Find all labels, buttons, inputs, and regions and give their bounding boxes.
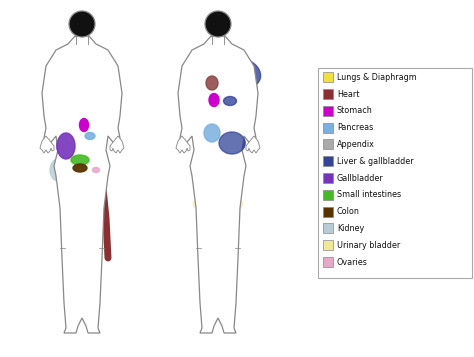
Text: Pancreas: Pancreas (337, 123, 373, 132)
Ellipse shape (204, 124, 220, 142)
Ellipse shape (224, 96, 237, 106)
FancyBboxPatch shape (323, 223, 333, 233)
Text: Liver & gallbladder: Liver & gallbladder (337, 157, 414, 166)
Ellipse shape (79, 62, 113, 117)
Text: Lungs & Diaphragm: Lungs & Diaphragm (337, 73, 417, 82)
Ellipse shape (206, 76, 218, 90)
Ellipse shape (209, 94, 219, 106)
Ellipse shape (57, 133, 75, 159)
FancyBboxPatch shape (323, 190, 333, 200)
FancyBboxPatch shape (323, 240, 333, 250)
Polygon shape (178, 36, 258, 333)
Ellipse shape (225, 198, 243, 210)
Ellipse shape (57, 133, 75, 159)
FancyBboxPatch shape (323, 106, 333, 116)
Ellipse shape (50, 159, 66, 181)
Polygon shape (42, 36, 122, 333)
Ellipse shape (219, 57, 261, 89)
Ellipse shape (55, 57, 97, 75)
Text: Ovaries: Ovaries (337, 257, 368, 267)
Text: Small intestines: Small intestines (337, 190, 401, 199)
FancyBboxPatch shape (323, 257, 333, 267)
Ellipse shape (92, 167, 100, 172)
Ellipse shape (206, 76, 218, 90)
Polygon shape (40, 136, 54, 153)
Ellipse shape (219, 132, 245, 154)
Ellipse shape (92, 167, 100, 172)
Ellipse shape (219, 132, 245, 154)
FancyBboxPatch shape (323, 207, 333, 217)
Text: Kidney: Kidney (337, 224, 364, 233)
Circle shape (69, 11, 95, 37)
Ellipse shape (204, 52, 232, 72)
Ellipse shape (193, 198, 211, 210)
Ellipse shape (209, 94, 219, 106)
Ellipse shape (73, 164, 87, 172)
FancyBboxPatch shape (318, 68, 472, 278)
Ellipse shape (73, 164, 87, 172)
Text: Appendix: Appendix (337, 140, 375, 149)
Polygon shape (246, 136, 260, 153)
FancyBboxPatch shape (323, 123, 333, 133)
Ellipse shape (85, 132, 95, 140)
FancyBboxPatch shape (323, 156, 333, 166)
Ellipse shape (204, 124, 220, 142)
Circle shape (205, 11, 231, 37)
Ellipse shape (80, 119, 89, 131)
FancyBboxPatch shape (323, 72, 333, 82)
Polygon shape (176, 136, 190, 153)
Ellipse shape (66, 185, 94, 199)
Ellipse shape (61, 175, 99, 191)
Ellipse shape (71, 155, 89, 165)
FancyBboxPatch shape (323, 173, 333, 183)
Ellipse shape (224, 96, 237, 106)
Text: Heart: Heart (337, 90, 359, 99)
Ellipse shape (80, 119, 89, 131)
FancyBboxPatch shape (323, 140, 333, 150)
Text: Colon: Colon (337, 207, 360, 216)
Text: Gallbladder: Gallbladder (337, 174, 384, 182)
Text: Stomach: Stomach (337, 106, 373, 115)
Ellipse shape (71, 155, 89, 165)
Ellipse shape (204, 184, 232, 200)
Text: Urinary bladder: Urinary bladder (337, 241, 400, 250)
Ellipse shape (85, 132, 95, 140)
Polygon shape (110, 136, 124, 153)
Ellipse shape (46, 70, 63, 82)
FancyBboxPatch shape (323, 89, 333, 99)
Ellipse shape (195, 170, 241, 190)
